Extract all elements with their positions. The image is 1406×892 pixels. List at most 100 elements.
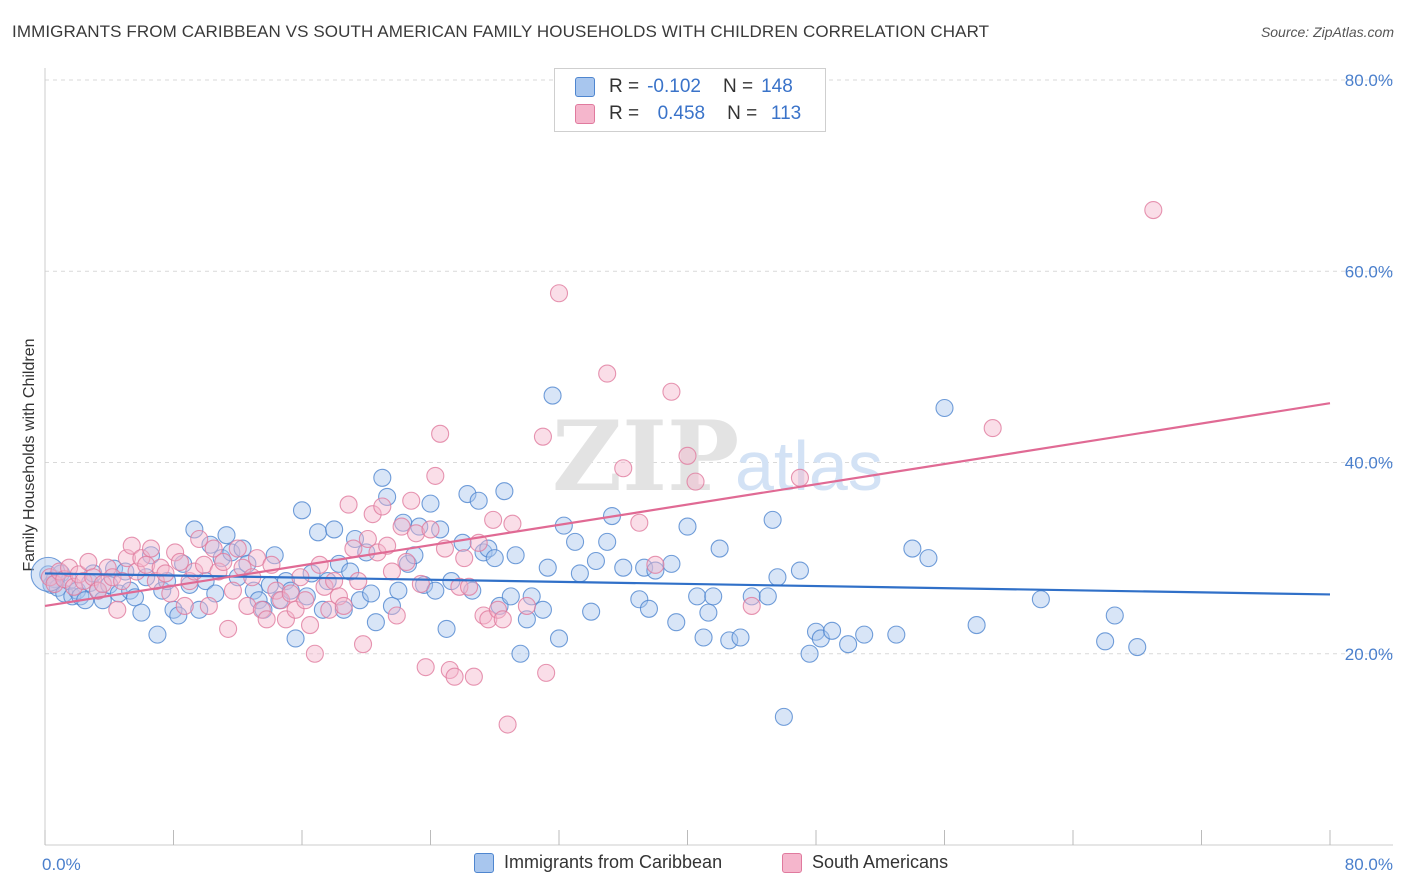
south-american-point: [406, 524, 426, 543]
south-american-point: [662, 382, 681, 401]
caribbean-point: [598, 532, 617, 551]
south-american-point: [74, 572, 93, 591]
legend-n-value-caribbean: 148: [761, 76, 793, 97]
bottom-legend-south-american: South Americans: [782, 852, 948, 873]
south-american-point: [459, 577, 479, 596]
south-american-point: [214, 552, 233, 572]
south-american-point: [488, 600, 508, 619]
south-american-point: [614, 459, 633, 478]
south-american-point: [484, 510, 503, 529]
legend-n-label: N =: [722, 76, 754, 97]
south-american-point: [156, 564, 175, 583]
south-american-point: [742, 596, 761, 615]
chart-title: IMMIGRANTS FROM CARIBBEAN VS SOUTH AMERI…: [12, 22, 990, 41]
south-american-point: [141, 539, 161, 558]
caribbean-point: [768, 568, 787, 587]
south-american-point: [146, 572, 165, 591]
caribbean-point: [763, 510, 782, 529]
legend-n-value-south-american: 113: [770, 103, 802, 124]
south-american-points: [40, 201, 1163, 734]
south-american-point: [204, 539, 223, 558]
caribbean-point: [919, 549, 938, 568]
bottom-legend-label-south-american: South Americans: [812, 852, 949, 872]
caribbean-point: [1128, 638, 1147, 657]
caribbean-point: [538, 558, 557, 577]
caribbean-point: [334, 600, 353, 619]
caribbean-point: [522, 587, 541, 606]
south-american-point: [378, 536, 397, 555]
south-american-point: [382, 562, 402, 581]
caribbean-point: [614, 558, 633, 577]
watermark-atlas: atlas: [735, 427, 883, 505]
caribbean-point: [373, 468, 392, 487]
caribbean-point: [313, 600, 332, 619]
caribbean-point: [479, 539, 498, 558]
caribbean-point: [1031, 590, 1050, 609]
south-american-point: [329, 587, 348, 606]
south-american-point: [122, 536, 141, 555]
caribbean-point: [790, 561, 809, 580]
south-american-point: [686, 472, 705, 491]
legend-r-label: R =: [609, 103, 640, 124]
south-american-point: [98, 558, 117, 577]
caribbean-point: [549, 629, 569, 648]
y-tick-label: 60.0%: [1345, 262, 1393, 281]
caribbean-point: [586, 551, 605, 571]
bottom-legend-label-caribbean: Immigrants from Caribbean: [504, 852, 723, 872]
caribbean-point: [694, 628, 713, 647]
south-american-point: [549, 284, 569, 303]
south-american-point: [533, 427, 552, 446]
south-american-point: [190, 529, 209, 549]
caribbean-point: [704, 587, 723, 606]
south-american-point: [161, 584, 180, 603]
south-american-point: [320, 600, 339, 619]
south-american-point: [310, 555, 329, 574]
legend-swatch-pink: [575, 104, 595, 124]
south-american-point: [493, 610, 512, 629]
south-american-point: [445, 667, 464, 686]
bottom-legend-caribbean: Immigrants from Caribbean: [474, 852, 722, 873]
caribbean-point: [244, 581, 263, 600]
caribbean-point: [662, 554, 681, 573]
caribbean-point: [458, 485, 477, 504]
caribbean-point: [582, 602, 601, 621]
south-american-point: [455, 549, 474, 568]
caribbean-point: [710, 539, 729, 558]
caribbean-point: [570, 564, 589, 583]
caribbean-point: [501, 587, 520, 606]
south-american-point: [349, 572, 368, 591]
south-american-trend-line: [44, 402, 1331, 608]
caribbean-point: [506, 546, 525, 565]
bottom-legend-swatch-pink: [782, 852, 802, 873]
south-american-point: [387, 606, 406, 625]
caribbean-point: [839, 635, 858, 654]
south-american-point: [55, 570, 74, 589]
south-american-point: [479, 610, 498, 629]
caribbean-point: [720, 631, 739, 650]
caribbean-point: [903, 539, 922, 558]
south-american-point: [219, 619, 238, 638]
south-american-point: [108, 600, 127, 619]
south-american-point: [411, 574, 430, 593]
caribbean-point: [533, 600, 552, 619]
south-american-point: [170, 552, 189, 572]
caribbean-point: [639, 599, 659, 618]
south-american-point: [137, 555, 156, 574]
south-american-point: [426, 466, 445, 485]
legend-r-value-south-american: 0.458: [657, 103, 706, 124]
south-american-point: [363, 505, 382, 524]
caribbean-point: [421, 494, 440, 513]
caribbean-point: [511, 644, 530, 663]
source-label: Source: ZipAtlas.com: [1260, 24, 1394, 40]
y-tick-label: 40.0%: [1345, 454, 1393, 473]
south-american-point: [103, 568, 122, 587]
caribbean-point: [887, 625, 906, 644]
caribbean-point: [731, 628, 750, 647]
legend-row-south-american: R = 0.458 N = 113: [575, 100, 801, 128]
south-american-point: [678, 446, 697, 465]
south-american-point: [60, 558, 79, 577]
south-american-point: [223, 581, 242, 600]
south-american-point: [286, 600, 305, 619]
caribbean-point: [345, 529, 365, 549]
south-american-point: [199, 596, 218, 615]
